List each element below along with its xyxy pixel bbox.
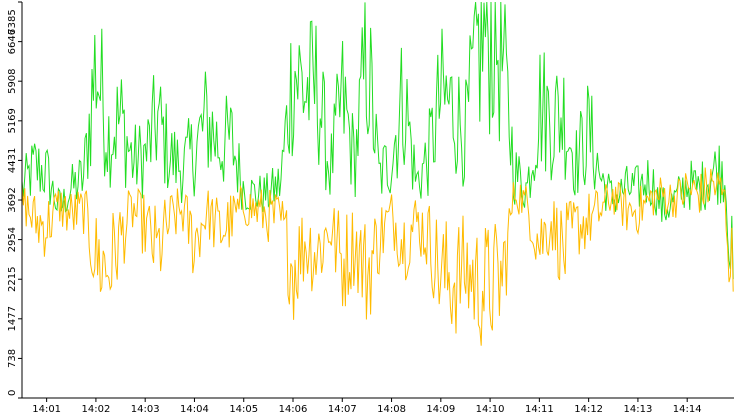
- y-tick-label: 7385: [7, 9, 18, 34]
- y-tick-label: 1477: [7, 306, 18, 331]
- x-axis-ticks: 14:01 14:02 14:03 14:04 14:05 14:06 14:07 14:08…: [32, 398, 702, 415]
- y-tick-label: 0: [7, 390, 18, 396]
- y-tick-label: 4431: [7, 148, 18, 173]
- x-tick-label: 14:04: [180, 404, 209, 415]
- axes: [21, 2, 734, 399]
- x-tick-label: 14:09: [426, 404, 455, 415]
- y-tick-label: 738: [7, 349, 18, 368]
- x-tick-label: 14:08: [377, 404, 406, 415]
- x-tick-label: 14:06: [279, 404, 308, 415]
- x-tick-label: 14:12: [574, 404, 603, 415]
- y-tick-label: 5169: [7, 108, 18, 133]
- x-tick-label: 14:05: [229, 404, 258, 415]
- x-tick-label: 14:03: [131, 404, 160, 415]
- x-tick-label: 14:07: [328, 404, 357, 415]
- plot-area: [21, 1, 734, 346]
- x-tick-label: 14:11: [525, 404, 554, 415]
- x-tick-label: 14:01: [32, 404, 61, 415]
- y-tick-label: 5908: [7, 68, 18, 93]
- y-tick-label: 3692: [7, 187, 18, 212]
- series-line-1: [21, 1, 734, 280]
- x-tick-label: 14:10: [476, 404, 505, 415]
- x-tick-label: 14:02: [81, 404, 110, 415]
- y-tick-label: 2215: [7, 267, 18, 292]
- x-tick-label: 14:13: [624, 404, 653, 415]
- x-tick-label: 14:14: [673, 404, 702, 415]
- y-tick-label: 2954: [7, 227, 18, 252]
- y-tick-label: 6646: [7, 29, 18, 54]
- series-line-2: [21, 167, 734, 346]
